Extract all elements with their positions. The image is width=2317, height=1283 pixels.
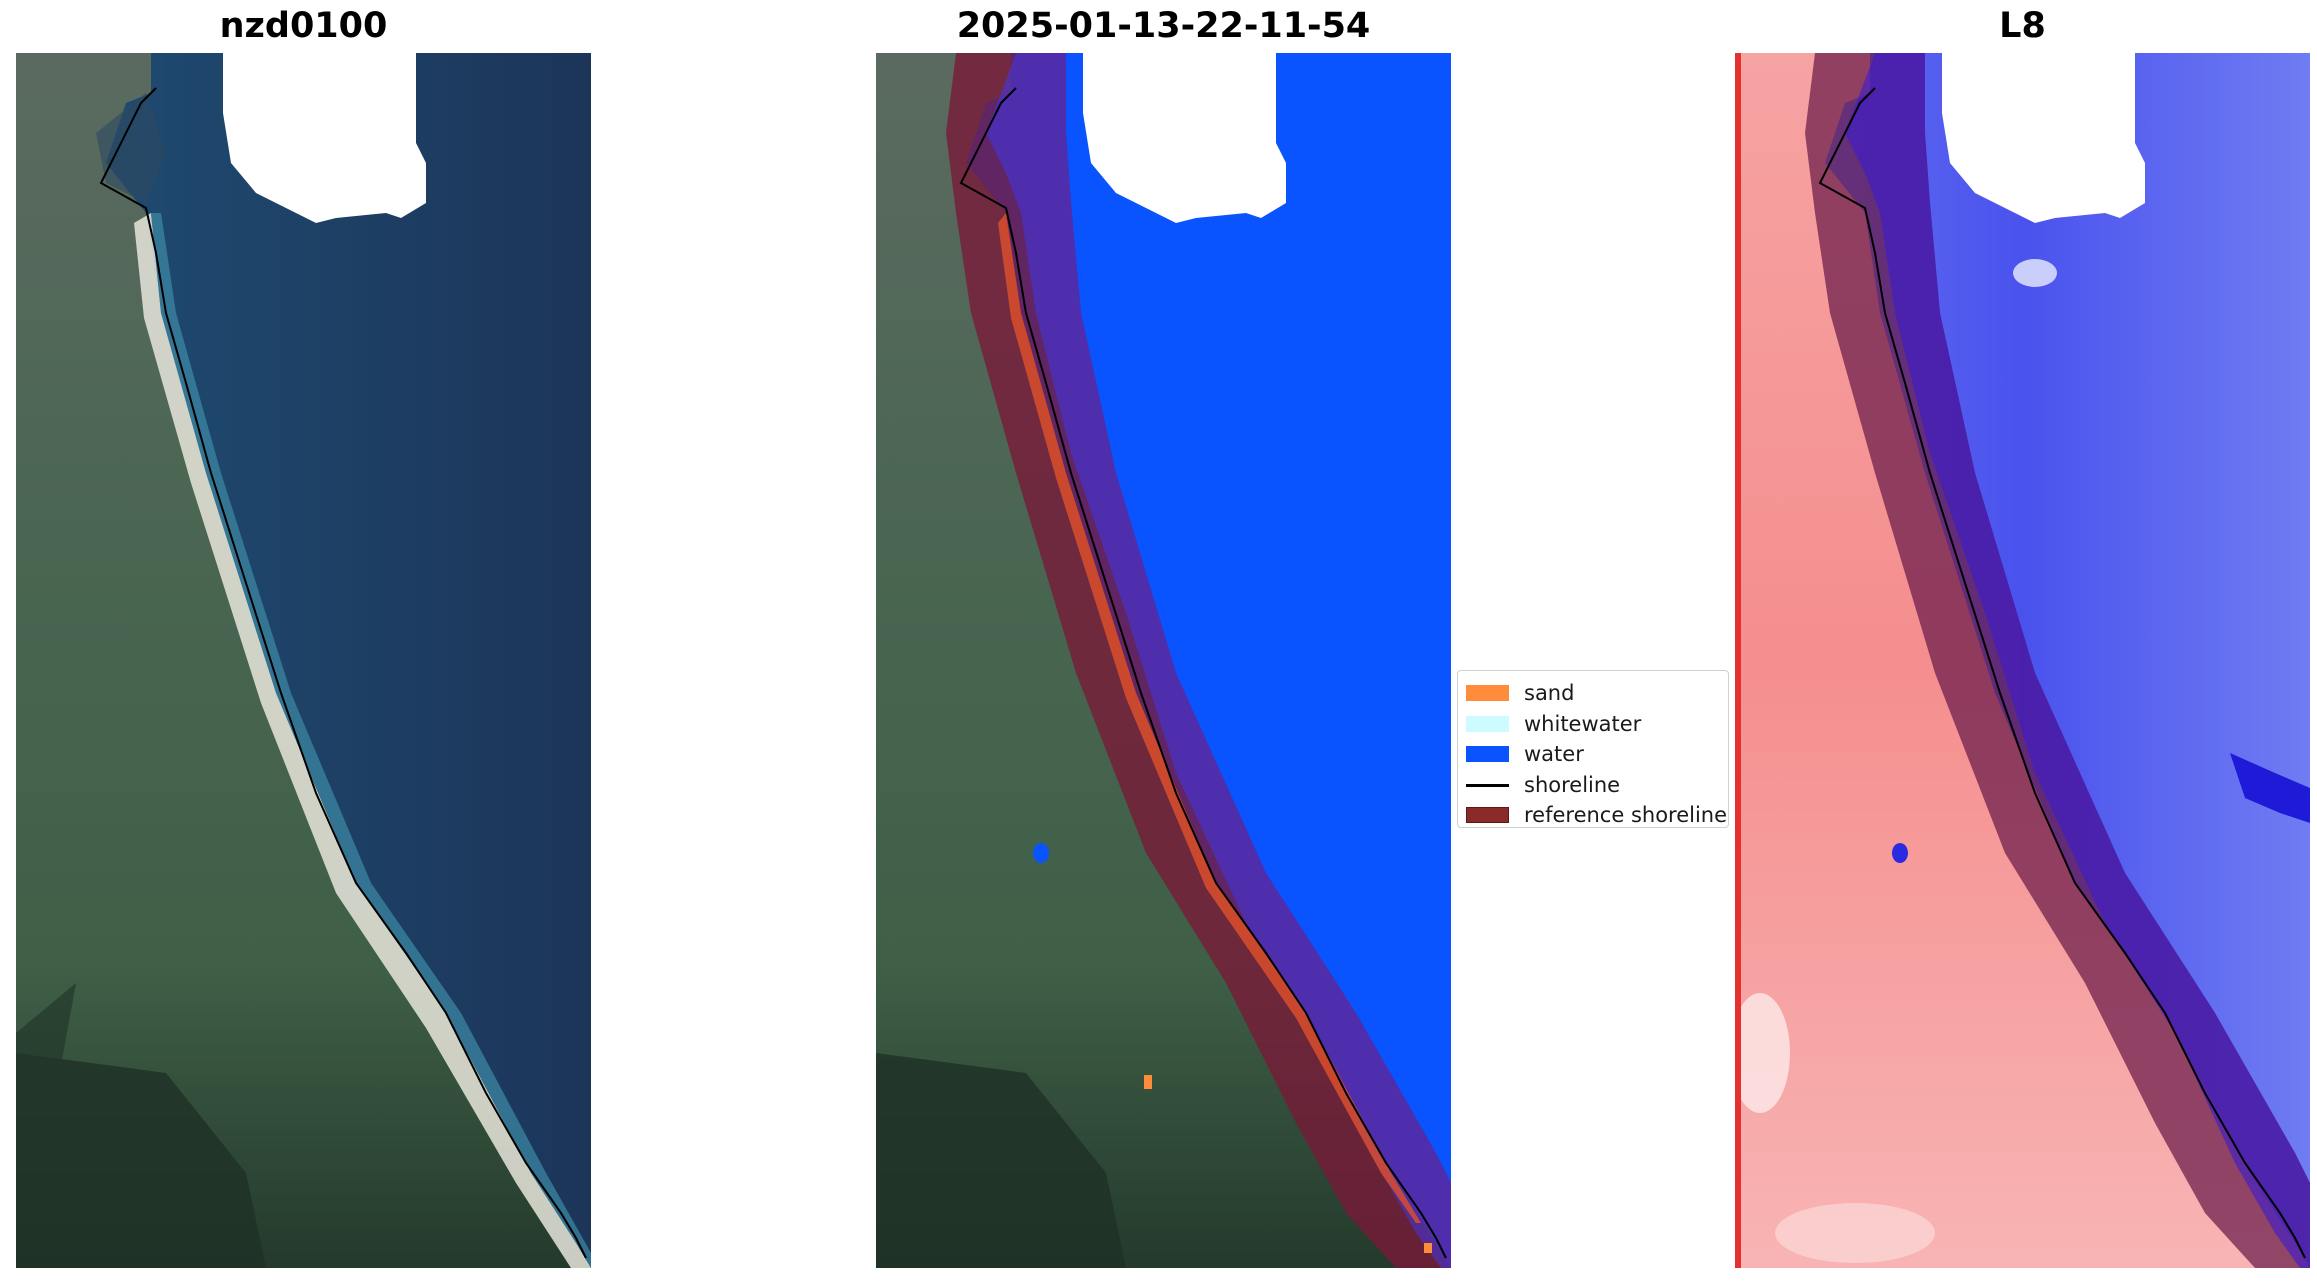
whitewater-swatch: [1466, 715, 1509, 732]
legend-item-sand: sand: [1458, 677, 1728, 708]
sand-swatch: [1466, 685, 1509, 701]
panel-title-classification: 2025-01-13-22-11-54: [956, 6, 1371, 46]
panel-title-index: L8: [1999, 6, 2046, 46]
legend-label: water: [1524, 742, 1584, 766]
rgb-satellite-image: [16, 53, 591, 1268]
shoreline-right: [1818, 87, 2306, 1259]
shoreline-line-swatch: [1466, 783, 1509, 787]
water-swatch: [1466, 746, 1509, 762]
legend-label: shoreline: [1524, 772, 1621, 797]
shoreline-left: [99, 87, 587, 1259]
legend-label: whitewater: [1524, 711, 1642, 736]
legend-label: sand: [1524, 681, 1575, 705]
shoreline-middle: [959, 87, 1447, 1259]
legend-item-water: water: [1458, 738, 1728, 769]
index-image: [1735, 53, 2310, 1268]
legend-item-shoreline: shoreline: [1458, 769, 1728, 800]
legend: sand whitewater water shoreline referenc…: [1457, 670, 1729, 828]
classification-image: [876, 53, 1451, 1268]
legend-item-whitewater: whitewater: [1458, 708, 1728, 739]
panel-title-rgb: nzd0100: [219, 6, 388, 46]
reference-shoreline-swatch: [1466, 807, 1509, 823]
legend-label: reference shoreline: [1524, 803, 1728, 827]
legend-item-reference-shoreline: reference shoreline: [1458, 799, 1728, 830]
